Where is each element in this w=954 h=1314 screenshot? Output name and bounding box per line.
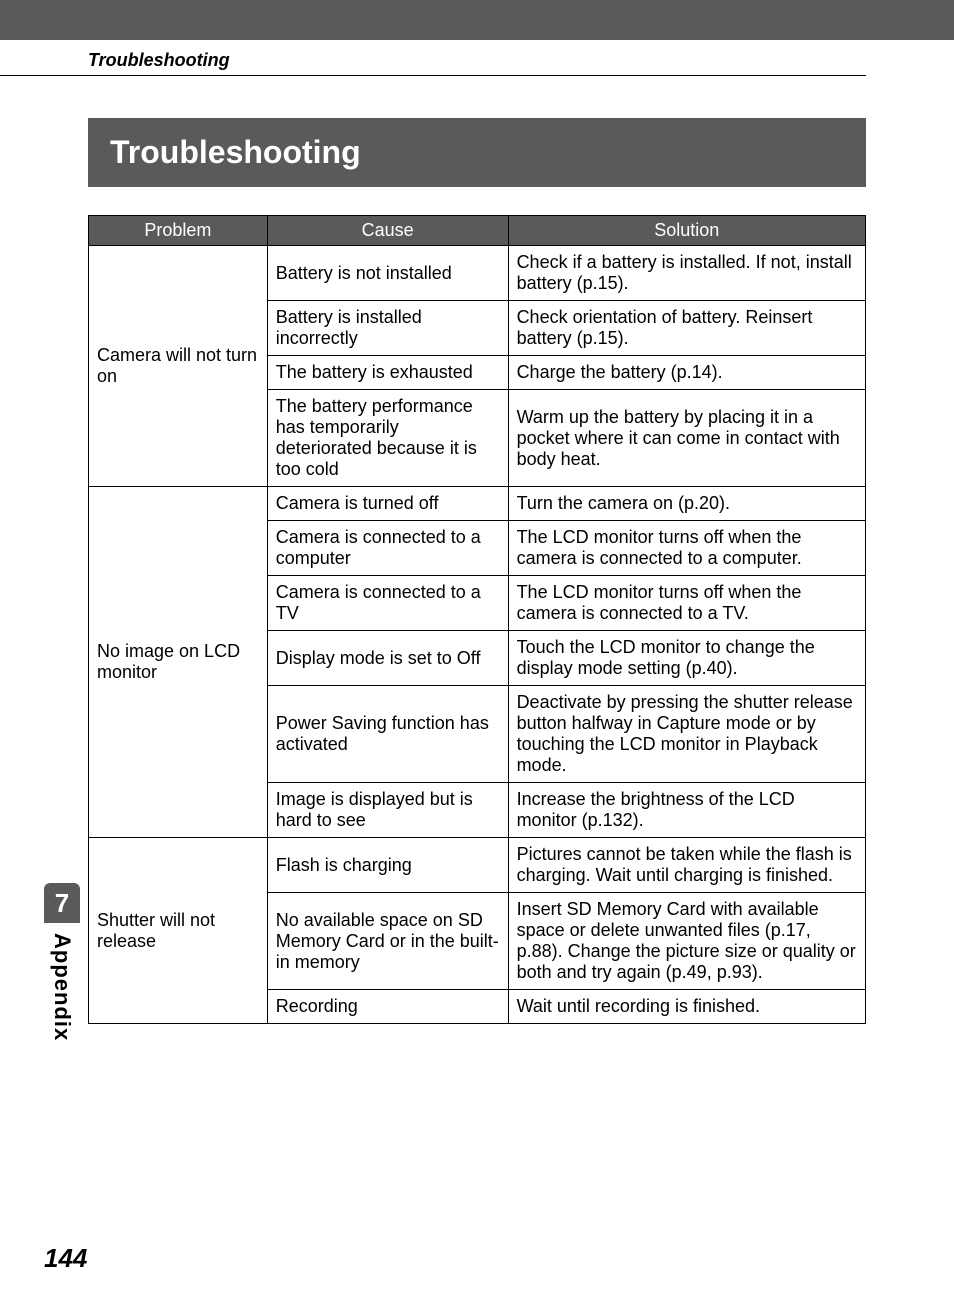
table-row: No image on LCD monitorCamera is turned … <box>89 487 866 521</box>
cell-cause: Camera is connected to a computer <box>267 521 508 576</box>
cell-solution: The LCD monitor turns off when the camer… <box>508 576 865 631</box>
troubleshooting-table: Problem Cause Solution Camera will not t… <box>88 215 866 1024</box>
cell-solution: Insert SD Memory Card with available spa… <box>508 893 865 990</box>
cell-solution: Deactivate by pressing the shutter relea… <box>508 686 865 783</box>
troubleshooting-table-wrap: Problem Cause Solution Camera will not t… <box>88 215 866 1024</box>
cell-cause: The battery is exhausted <box>267 356 508 390</box>
cell-solution: Pictures cannot be taken while the flash… <box>508 838 865 893</box>
cell-cause: Image is displayed but is hard to see <box>267 783 508 838</box>
table-body: Camera will not turn onBattery is not in… <box>89 246 866 1024</box>
cell-solution: Wait until recording is finished. <box>508 990 865 1024</box>
side-tab-label: Appendix <box>49 923 75 1051</box>
cell-cause: Camera is turned off <box>267 487 508 521</box>
header-solution: Solution <box>508 216 865 246</box>
title-bar: Troubleshooting <box>88 118 866 187</box>
cell-cause: Recording <box>267 990 508 1024</box>
cell-solution: Check if a battery is installed. If not,… <box>508 246 865 301</box>
section-label: Troubleshooting <box>0 40 866 76</box>
cell-cause: Battery is not installed <box>267 246 508 301</box>
cell-cause: Power Saving function has activated <box>267 686 508 783</box>
cell-solution: Check orientation of battery. Reinsert b… <box>508 301 865 356</box>
page-number: 144 <box>44 1243 87 1274</box>
cell-cause: Display mode is set to Off <box>267 631 508 686</box>
top-bar <box>0 0 954 40</box>
cell-solution: Charge the battery (p.14). <box>508 356 865 390</box>
cell-solution: The LCD monitor turns off when the camer… <box>508 521 865 576</box>
cell-solution: Warm up the battery by placing it in a p… <box>508 390 865 487</box>
cell-cause: Flash is charging <box>267 838 508 893</box>
table-row: Camera will not turn onBattery is not in… <box>89 246 866 301</box>
cell-solution: Turn the camera on (p.20). <box>508 487 865 521</box>
header-cause: Cause <box>267 216 508 246</box>
side-tab: 7 Appendix <box>44 883 80 1051</box>
cell-problem: Shutter will not release <box>89 838 268 1024</box>
cell-cause: The battery performance has temporarily … <box>267 390 508 487</box>
cell-cause: No available space on SD Memory Card or … <box>267 893 508 990</box>
table-row: Shutter will not releaseFlash is chargin… <box>89 838 866 893</box>
cell-problem: Camera will not turn on <box>89 246 268 487</box>
side-tab-number: 7 <box>44 883 80 923</box>
cell-cause: Battery is installed incorrectly <box>267 301 508 356</box>
cell-cause: Camera is connected to a TV <box>267 576 508 631</box>
table-header-row: Problem Cause Solution <box>89 216 866 246</box>
cell-problem: No image on LCD monitor <box>89 487 268 838</box>
cell-solution: Touch the LCD monitor to change the disp… <box>508 631 865 686</box>
cell-solution: Increase the brightness of the LCD monit… <box>508 783 865 838</box>
header-problem: Problem <box>89 216 268 246</box>
